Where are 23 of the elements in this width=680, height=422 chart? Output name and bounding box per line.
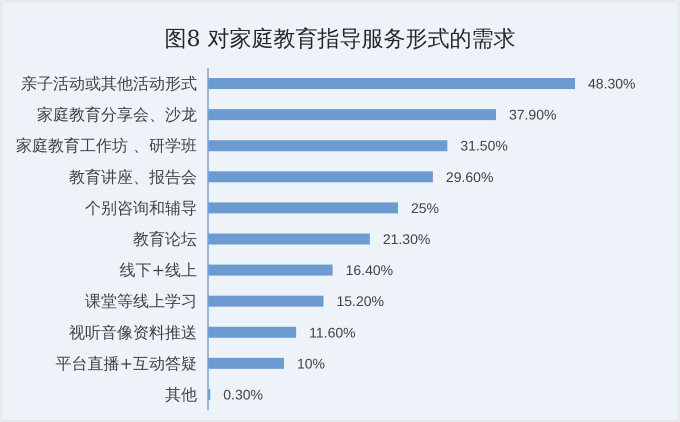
y-tick-label: 平台直播+互动答疑 (56, 354, 197, 373)
data-label: 31.50% (460, 138, 508, 154)
data-label: 10% (296, 355, 326, 372)
data-label: 16.40% (346, 262, 394, 278)
y-tick-label: 家庭教育分享会、沙龙 (37, 105, 197, 124)
data-label: 0.30% (223, 386, 263, 402)
y-tick-label: 其他 (165, 384, 197, 404)
chart-title: 图8 对家庭教育指导服务形式的需求 (164, 26, 516, 52)
y-tick-label: 家庭教育工作坊 、研学班 (16, 136, 197, 156)
y-tick-label: 视听音像资料推送 (69, 322, 197, 342)
data-label: 25% (410, 200, 439, 216)
data-label: 15.20% (336, 293, 384, 310)
data-label: 21.30% (382, 231, 430, 247)
y-tick-label: 课堂等线上学习 (85, 292, 197, 311)
y-tick-label: 线下+线上 (120, 260, 197, 280)
y-tick-label: 个别咨询和辅导 (85, 198, 197, 218)
y-tick-label: 亲子活动或其他活动形式 (21, 74, 197, 94)
y-tick-label: 教育讲座、报告会 (69, 167, 197, 186)
y-tick-label: 教育论坛 (133, 230, 197, 248)
data-label: 37.90% (508, 106, 556, 123)
data-label: 11.60% (309, 324, 356, 340)
data-label: 48.30% (588, 76, 636, 92)
data-label: 29.60% (446, 168, 494, 185)
